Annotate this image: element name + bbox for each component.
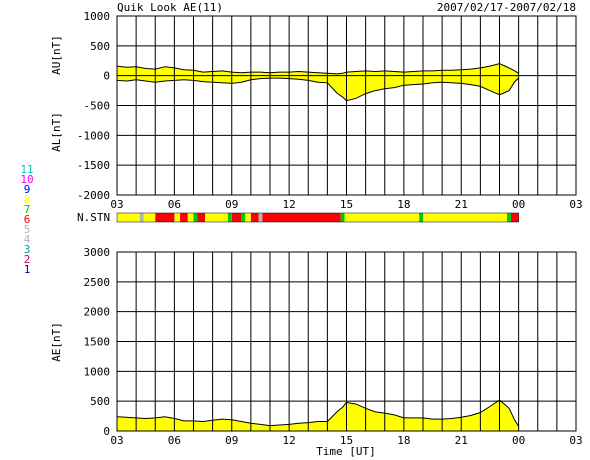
x-tick-label: 15	[340, 434, 353, 447]
strip-segment	[187, 213, 194, 222]
x-tick-label: 12	[283, 198, 296, 211]
au-axis-label: AU[nT]	[50, 35, 63, 75]
y-tick-label: 500	[90, 40, 110, 53]
p1-series-1-fill	[117, 75, 519, 101]
strip-segment	[143, 213, 156, 222]
y-tick-label: 1000	[84, 365, 111, 378]
strip-segment	[193, 213, 198, 222]
strip-segment	[205, 213, 228, 222]
legend-entry-1: 1	[24, 263, 31, 276]
ae-y-tick-labels: 3000 2500 2000 1500 1000 500 0	[84, 246, 111, 438]
legend-entry-11: 11	[20, 163, 33, 176]
y-tick-label: -2000	[77, 189, 110, 202]
x-axis-label: Time [UT]	[316, 445, 376, 458]
legend-entry-3: 3	[24, 243, 31, 256]
x-tick-label: 03	[569, 198, 582, 211]
x-tick-label: 09	[225, 434, 238, 447]
au-al-x-tick-labels: 03 06 09 12 15 18 21 00 03	[110, 198, 582, 211]
x-tick-label: 00	[512, 198, 525, 211]
strip-segment	[231, 213, 242, 222]
ae-x-tick-labels: 03 06 09 12 15 18 21 00 03	[110, 434, 582, 447]
strip-segment	[250, 213, 259, 222]
au-al-area-fills	[117, 63, 519, 101]
y-tick-label: 2000	[84, 306, 111, 319]
x-tick-label: 03	[110, 198, 123, 211]
strip-segment	[139, 213, 144, 222]
y-tick-label: 500	[90, 395, 110, 408]
station-count-strip	[116, 212, 519, 223]
strip-segment	[174, 213, 181, 222]
strip-segment	[180, 213, 188, 222]
strip-segment	[258, 213, 263, 222]
strip-segment	[344, 213, 420, 222]
legend-entry-4: 4	[24, 233, 31, 246]
ae-grid	[116, 251, 577, 432]
x-tick-label: 15	[340, 198, 353, 211]
x-tick-label: 21	[455, 198, 468, 211]
legend-entry-5: 5	[24, 223, 31, 236]
y-tick-label: 1000	[84, 10, 111, 23]
legend-entry-7: 7	[24, 203, 31, 216]
strip-segment	[423, 213, 508, 222]
x-tick-label: 03	[110, 434, 123, 447]
ae-area-fill	[117, 400, 519, 431]
y-tick-label: -1000	[77, 129, 110, 142]
p2-series-0-fill	[117, 400, 519, 431]
chart-title: Quik Look AE(11)	[117, 1, 223, 14]
strip-segment	[227, 213, 232, 222]
strip-segment	[241, 213, 246, 222]
x-tick-label: 06	[168, 198, 181, 211]
strip-segment	[507, 213, 511, 222]
y-tick-label: 1500	[84, 336, 111, 349]
ae-axis-label: AE[nT]	[50, 322, 63, 362]
x-tick-label: 09	[225, 198, 238, 211]
al-axis-label: AL[nT]	[50, 112, 63, 152]
x-tick-label: 21	[455, 434, 468, 447]
x-tick-label: 18	[397, 434, 410, 447]
x-tick-label: 12	[283, 434, 296, 447]
strip-segment	[117, 213, 140, 222]
y-tick-label: 0	[103, 70, 110, 83]
au-al-y-tick-labels: 1000 500 0 -500 -1000 -1500 -2000	[77, 10, 110, 202]
x-tick-label: 00	[512, 434, 525, 447]
x-tick-label: 18	[397, 198, 410, 211]
plot-frame	[116, 15, 577, 196]
y-tick-label: 0	[103, 425, 110, 438]
au-al-grid	[116, 15, 577, 196]
date-range: 2007/02/17-2007/02/18	[437, 1, 576, 14]
y-tick-label: 2500	[84, 276, 111, 289]
strip-segment	[155, 213, 175, 222]
station-strip-label: N.STN	[77, 211, 110, 224]
legend-entry-10: 10	[20, 173, 33, 186]
legend-entry-6: 6	[24, 213, 31, 226]
x-tick-label: 03	[569, 434, 582, 447]
strip-segment	[419, 213, 423, 222]
strip-segment	[340, 213, 345, 222]
plot-frame	[116, 251, 577, 432]
legend-entry-9: 9	[24, 183, 31, 196]
legend-entry-8: 8	[24, 193, 31, 206]
strip-frame	[116, 212, 519, 223]
strip-segment	[511, 213, 519, 222]
p1-series-0-fill	[117, 63, 519, 76]
legend-entry-2: 2	[24, 253, 31, 266]
y-tick-label: -1500	[77, 159, 110, 172]
y-tick-label: -500	[84, 100, 111, 113]
strip-segment	[197, 213, 205, 222]
strip-segment	[245, 213, 251, 222]
strip-segment	[262, 213, 341, 222]
y-tick-label: 3000	[84, 246, 111, 259]
x-tick-label: 06	[168, 434, 181, 447]
